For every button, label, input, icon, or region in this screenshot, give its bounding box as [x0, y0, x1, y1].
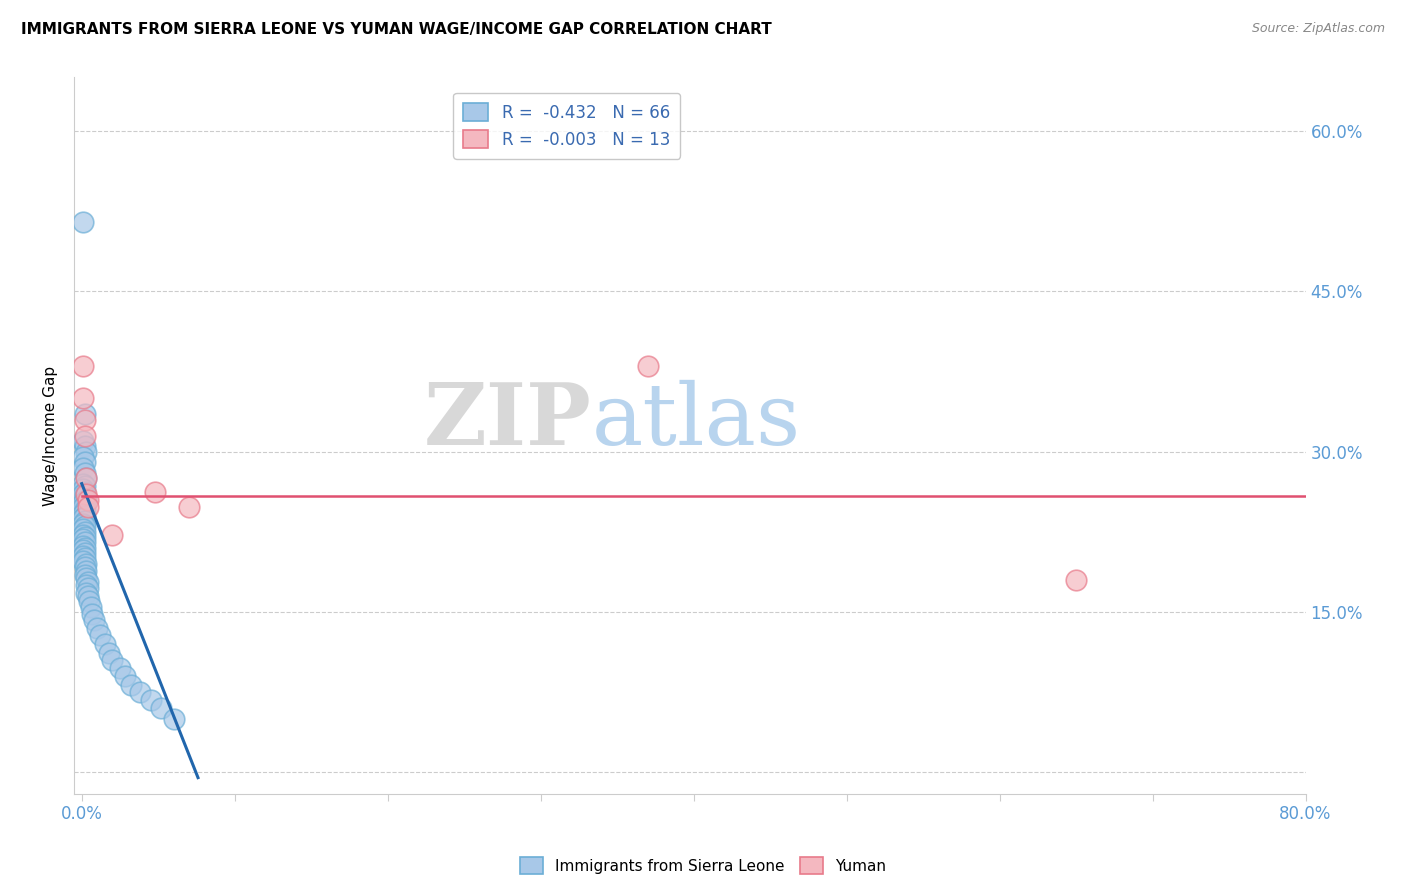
Point [72, 528, 94, 542]
Point [73, 551, 96, 566]
Point [73, 546, 96, 560]
Point [114, 669, 136, 683]
Point [73, 455, 96, 469]
Point [75, 471, 97, 485]
Point [80, 599, 103, 614]
Text: IMMIGRANTS FROM SIERRA LEONE VS YUMAN WAGE/INCOME GAP CORRELATION CHART: IMMIGRANTS FROM SIERRA LEONE VS YUMAN WA… [21, 22, 772, 37]
Point [139, 692, 162, 706]
Point [72, 482, 94, 496]
Point [72, 391, 94, 405]
Point [76, 589, 98, 603]
Point [150, 701, 173, 715]
Text: atlas: atlas [592, 380, 800, 463]
Point [177, 500, 200, 515]
Point [83, 614, 105, 628]
Point [73, 412, 96, 426]
Point [76, 500, 98, 515]
Point [72, 476, 94, 491]
Point [73, 541, 96, 555]
Point [72, 500, 94, 515]
Point [86, 621, 108, 635]
Point [93, 637, 115, 651]
Legend: R =  -0.432   N = 66, R =  -0.003   N = 13: R = -0.432 N = 66, R = -0.003 N = 13 [453, 93, 681, 159]
Point [72, 522, 94, 536]
Point [162, 712, 184, 726]
Point [72, 539, 94, 553]
Point [73, 407, 96, 421]
Point [75, 471, 97, 485]
Point [75, 571, 97, 585]
Point [75, 564, 97, 578]
Point [73, 508, 96, 523]
Point [73, 524, 96, 539]
Point [143, 485, 166, 500]
Point [73, 490, 96, 504]
Point [72, 359, 94, 373]
Point [120, 678, 142, 692]
Point [75, 492, 97, 507]
Point [82, 607, 104, 621]
Point [73, 514, 96, 528]
Point [79, 594, 101, 608]
Point [1064, 573, 1087, 587]
Point [72, 554, 94, 568]
Point [73, 567, 96, 582]
Point [73, 498, 96, 512]
Point [72, 511, 94, 525]
Legend: Immigrants from Sierra Leone, Yuman: Immigrants from Sierra Leone, Yuman [513, 851, 893, 880]
Point [72, 487, 94, 501]
Point [73, 560, 96, 574]
Point [76, 492, 98, 507]
Point [75, 444, 97, 458]
Point [101, 528, 124, 542]
Point [72, 460, 94, 475]
Point [72, 215, 94, 229]
Point [73, 530, 96, 544]
Text: ZIP: ZIP [423, 379, 592, 463]
Point [73, 428, 96, 442]
Point [108, 660, 131, 674]
Point [76, 582, 98, 596]
Point [98, 646, 121, 660]
Point [72, 507, 94, 521]
Point [72, 543, 94, 558]
Point [73, 535, 96, 549]
Point [72, 434, 94, 448]
Point [72, 549, 94, 564]
Point [72, 517, 94, 532]
Point [73, 519, 96, 533]
Point [75, 578, 97, 592]
Point [89, 628, 111, 642]
Point [73, 503, 96, 517]
Point [75, 585, 97, 599]
Point [75, 487, 97, 501]
Y-axis label: Wage/Income Gap: Wage/Income Gap [44, 366, 58, 506]
Point [72, 450, 94, 464]
Point [72, 496, 94, 510]
Point [637, 359, 659, 373]
Point [75, 557, 97, 571]
Point [73, 466, 96, 480]
Point [76, 574, 98, 589]
Point [72, 533, 94, 547]
Point [73, 439, 96, 453]
Text: Source: ZipAtlas.com: Source: ZipAtlas.com [1251, 22, 1385, 36]
Point [101, 653, 124, 667]
Point [73, 479, 96, 493]
Point [128, 685, 150, 699]
Point [73, 485, 96, 500]
